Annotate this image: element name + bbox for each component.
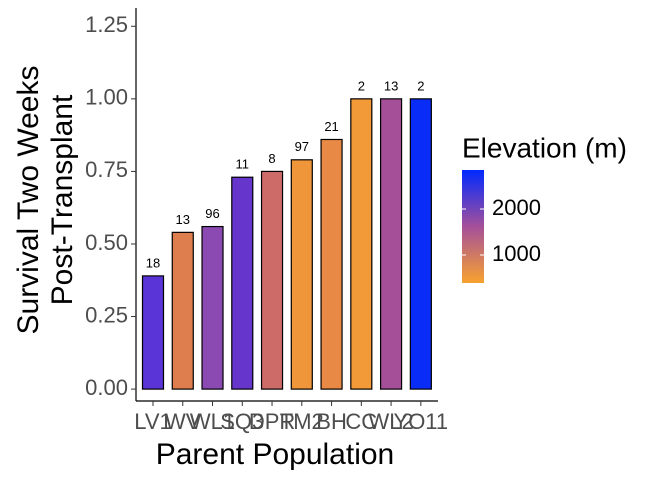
x-axis-title: Parent Population bbox=[156, 438, 395, 471]
x-tick-label: LV1 bbox=[134, 409, 172, 434]
bar-label: 21 bbox=[324, 119, 338, 134]
colorbar bbox=[462, 170, 484, 283]
y-tick-label: 1.00 bbox=[85, 85, 128, 110]
bar-label: 2 bbox=[417, 78, 424, 93]
bar bbox=[409, 98, 432, 390]
y-tick-label: 0.75 bbox=[85, 157, 128, 182]
bar-label: 8 bbox=[268, 151, 275, 166]
y-tick-label: 0.25 bbox=[85, 302, 128, 327]
y-tick-label: 1.25 bbox=[85, 12, 128, 37]
bar-label: 96 bbox=[205, 206, 219, 221]
colorbar-label: 2000 bbox=[492, 195, 541, 220]
bar bbox=[231, 176, 254, 390]
bar bbox=[290, 159, 313, 390]
x-tick-label: TM2 bbox=[280, 409, 324, 434]
bar bbox=[379, 98, 403, 390]
x-tick-label: YO11 bbox=[394, 409, 449, 434]
bar-label: 97 bbox=[295, 139, 309, 154]
y-axis-title: Post-Transplant bbox=[46, 94, 79, 305]
bar bbox=[171, 231, 194, 390]
x-tick-label: WV bbox=[165, 409, 201, 434]
x-tick-label: SQ3 bbox=[220, 409, 264, 434]
bar bbox=[201, 225, 224, 390]
colorbar-label: 1000 bbox=[492, 241, 541, 266]
bar bbox=[350, 98, 373, 390]
bar bbox=[141, 275, 165, 390]
x-tick-label: DPR bbox=[249, 409, 295, 434]
bar-label: 2 bbox=[358, 78, 365, 93]
bar bbox=[260, 170, 284, 390]
bar-label: 18 bbox=[146, 255, 160, 270]
bar-label: 13 bbox=[384, 78, 398, 93]
x-tick-label: WL2 bbox=[368, 409, 413, 434]
bar-label: 13 bbox=[176, 212, 190, 227]
y-axis-title: Survival Two Weeks bbox=[12, 66, 45, 335]
x-tick-label: BH bbox=[316, 409, 347, 434]
bar bbox=[320, 138, 343, 390]
x-tick-label: CC bbox=[345, 409, 377, 434]
y-tick-label: 0.50 bbox=[85, 230, 128, 255]
x-tick-label: WL1 bbox=[190, 409, 235, 434]
y-tick-label: 0.00 bbox=[85, 375, 128, 400]
legend-title: Elevation (m) bbox=[462, 132, 627, 163]
bar-label: 11 bbox=[236, 157, 250, 172]
